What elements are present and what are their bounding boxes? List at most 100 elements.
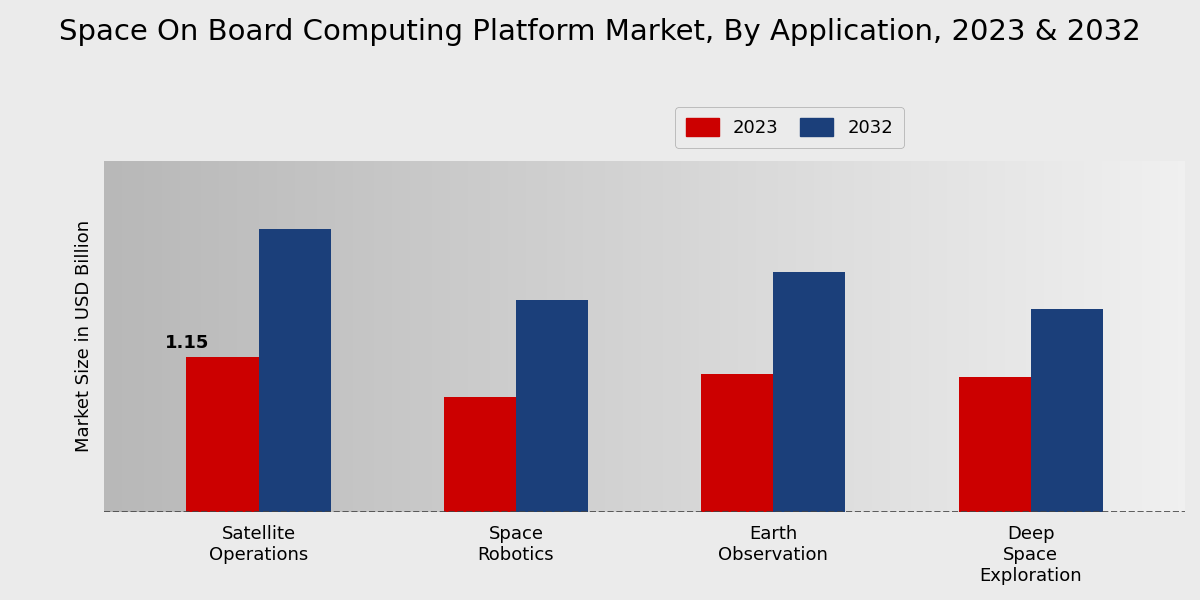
Bar [792,161,796,512]
Bar [817,161,821,512]
Bar [155,161,158,512]
Bar [986,161,990,512]
Bar [173,161,176,512]
Bar [338,161,342,512]
Bar [749,161,752,512]
Bar [432,161,436,512]
Bar [468,161,472,512]
Bar [202,161,205,512]
Bar [900,161,904,512]
Bar [990,161,994,512]
Bar [580,161,583,512]
Bar [288,161,292,512]
Bar [662,161,666,512]
Bar [1145,161,1148,512]
Bar [1094,161,1098,512]
Bar [353,161,356,512]
Bar [796,161,799,512]
Bar [1048,161,1051,512]
Bar [122,161,126,512]
Bar [256,161,259,512]
Bar [274,161,277,512]
Bar [666,161,670,512]
Bar [684,161,688,512]
Bar [1001,161,1004,512]
Bar [1177,161,1181,512]
Bar [1130,161,1134,512]
Bar [767,161,770,512]
Bar [562,161,565,512]
Bar [486,161,490,512]
Bar [1030,161,1033,512]
Bar [335,161,338,512]
Bar [612,161,616,512]
Bar [760,161,763,512]
Bar [516,300,588,512]
Bar [328,161,331,512]
Bar [616,161,619,512]
Bar [1062,161,1066,512]
Bar [959,377,1031,512]
Bar [166,161,169,512]
Bar [839,161,842,512]
Bar [418,161,421,512]
Bar [994,161,997,512]
Bar [886,161,889,512]
Bar [1102,161,1105,512]
Bar [904,161,907,512]
Bar [950,161,954,512]
Bar [565,161,569,512]
Bar [475,161,479,512]
Bar [536,161,540,512]
Bar [497,161,500,512]
Bar [1105,161,1109,512]
Bar [508,161,511,512]
Bar [1004,161,1008,512]
Bar [126,161,130,512]
Bar [727,161,731,512]
Bar [745,161,749,512]
Bar [493,161,497,512]
Bar [108,161,112,512]
Bar [472,161,475,512]
Bar [151,161,155,512]
Bar [1123,161,1127,512]
Bar [1152,161,1156,512]
Bar [1087,161,1091,512]
Bar [112,161,115,512]
Bar [774,161,778,512]
Bar [630,161,634,512]
Bar [346,161,349,512]
Bar [806,161,810,512]
Bar [773,272,845,512]
Bar [1012,161,1015,512]
Bar [331,161,335,512]
Bar [364,161,367,512]
Bar [698,161,702,512]
Bar [198,161,202,512]
Bar [227,161,230,512]
Bar [724,161,727,512]
Bar [186,356,258,512]
Bar [187,161,191,512]
Bar [385,161,389,512]
Bar [756,161,760,512]
Text: 1.15: 1.15 [166,334,210,352]
Bar [439,161,443,512]
Bar [691,161,695,512]
Bar [983,161,986,512]
Bar [914,161,918,512]
Bar [871,161,875,512]
Bar [979,161,983,512]
Bar [324,161,328,512]
Bar [1084,161,1087,512]
Bar [547,161,551,512]
Bar [734,161,738,512]
Bar [220,161,223,512]
Bar [583,161,587,512]
Bar [115,161,119,512]
Bar [598,161,601,512]
Bar [868,161,871,512]
Bar [907,161,911,512]
Bar [284,161,288,512]
